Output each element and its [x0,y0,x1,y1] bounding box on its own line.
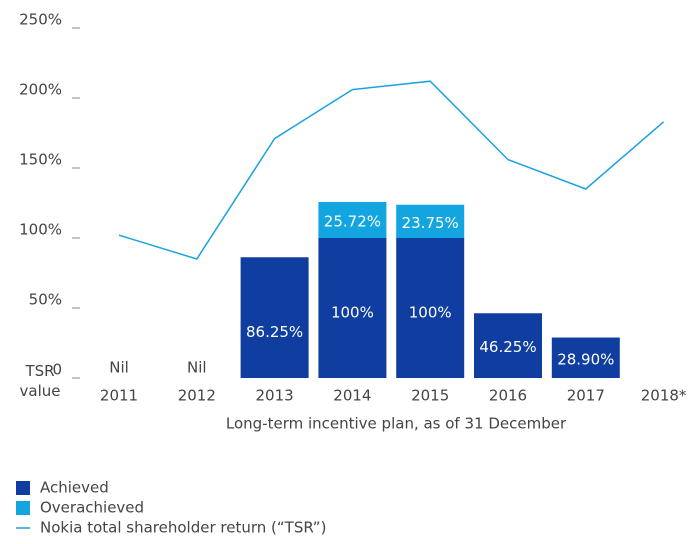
x-tick-label: 2018* [641,387,687,405]
x-tick-label: 2013 [256,387,294,405]
data-label: 28.90% [557,350,614,368]
y-tick-label: 200% [19,81,62,99]
data-label: Nil [109,359,129,377]
x-tick-label: 2012 [178,387,216,405]
x-tick-label: 2017 [567,387,605,405]
legend-label: Nokia total shareholder return (“TSR”) [40,519,326,537]
data-label: 100% [331,304,374,322]
legend-label: Overachieved [40,499,144,517]
x-tick-label: 2014 [333,387,371,405]
tsr-line [118,80,665,260]
x-tick-label: 2011 [100,387,138,405]
bar [396,238,465,378]
data-label: 100% [409,304,452,322]
x-axis-title: Long-term incentive plan, as of 31 Decem… [226,415,567,433]
data-label: Nil [187,359,207,377]
legend-swatch [16,481,30,495]
data-label: 46.25% [479,338,536,356]
legend-label: Achieved [40,479,109,497]
data-label: 25.72% [324,212,381,230]
bar [318,201,387,238]
data-label: 23.75% [402,214,459,232]
bar [240,257,309,378]
y-tick-label: 50% [29,291,62,309]
y-tick-label: 250% [19,11,62,29]
bar [474,313,542,378]
bar [396,204,465,238]
legend-swatch [16,501,30,515]
x-tick-label: 2015 [411,387,449,405]
data-label: 86.25% [246,323,303,341]
y-tick-label: 0 [52,361,62,379]
y-tick-label: 150% [19,151,62,169]
y-axis-label: TSR value [20,362,61,400]
x-tick-label: 2016 [489,387,527,405]
bar [318,238,387,378]
bar [551,337,620,378]
y-tick-label: 100% [19,221,62,239]
